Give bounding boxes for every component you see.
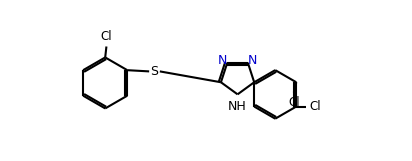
- Text: NH: NH: [228, 100, 247, 113]
- Text: S: S: [150, 65, 159, 78]
- Text: Cl: Cl: [288, 96, 300, 109]
- Text: N: N: [218, 54, 227, 67]
- Text: Cl: Cl: [309, 100, 321, 113]
- Text: N: N: [248, 54, 257, 67]
- Text: Cl: Cl: [101, 30, 112, 43]
